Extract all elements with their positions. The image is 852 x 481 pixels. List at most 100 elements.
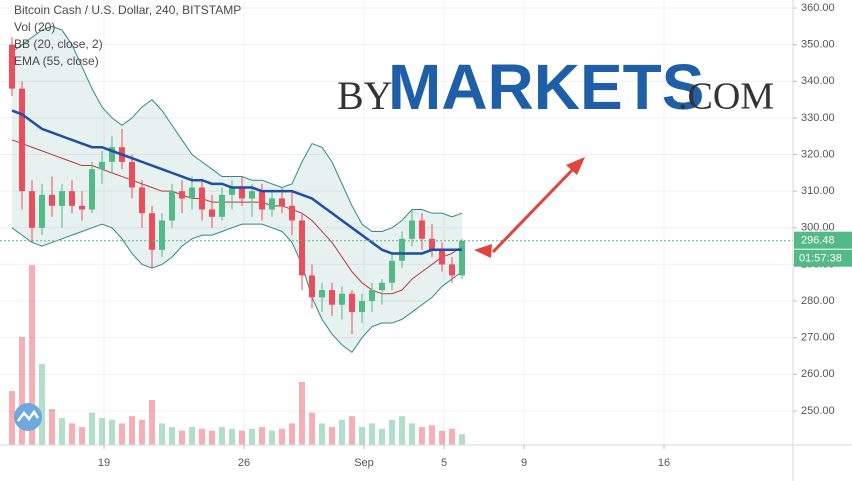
candle-body bbox=[219, 194, 225, 217]
candle-body bbox=[429, 238, 435, 250]
volume-bar bbox=[329, 427, 335, 445]
volume-bar bbox=[249, 428, 255, 445]
candle-body bbox=[139, 187, 145, 214]
last-price-box bbox=[794, 231, 852, 249]
candle-body bbox=[449, 264, 455, 276]
annotation-arrow bbox=[474, 157, 585, 258]
volume-bar bbox=[319, 423, 325, 445]
candle-body bbox=[189, 187, 195, 199]
volume-bar bbox=[179, 430, 185, 445]
candle-body bbox=[59, 191, 65, 206]
candle-body bbox=[69, 191, 75, 206]
candle-body bbox=[299, 220, 305, 276]
volume-bar bbox=[339, 419, 345, 445]
candle-body bbox=[239, 187, 245, 199]
logo-mark[interactable] bbox=[17, 409, 40, 422]
y-tick-label: 340.00 bbox=[801, 75, 835, 87]
volume-bar bbox=[299, 382, 305, 445]
volume-bar bbox=[209, 430, 215, 445]
candle-body bbox=[149, 213, 155, 250]
volume-bar bbox=[239, 430, 245, 445]
candle-body bbox=[459, 240, 465, 276]
candle-body bbox=[439, 249, 445, 265]
y-tick-label: 270.00 bbox=[801, 332, 835, 344]
volume-bar bbox=[389, 419, 395, 445]
legend-item[interactable]: Vol (20) bbox=[14, 20, 55, 34]
candle-body bbox=[269, 198, 275, 210]
candle-body bbox=[289, 205, 295, 221]
candle-body bbox=[419, 220, 425, 239]
logo[interactable] bbox=[14, 403, 42, 431]
volume-bar bbox=[379, 428, 385, 445]
y-tick-label: 350.00 bbox=[801, 39, 835, 51]
candle-body bbox=[319, 290, 325, 298]
legend-item[interactable]: EMA (55, close) bbox=[14, 54, 99, 68]
legend-item[interactable]: BB (20, close, 2) bbox=[14, 37, 103, 51]
volume-bar bbox=[149, 400, 155, 445]
volume-bar bbox=[399, 416, 405, 445]
volume-bar bbox=[159, 423, 165, 445]
candle-body bbox=[169, 191, 175, 221]
y-tick-label: 280.00 bbox=[801, 295, 835, 307]
candle-body bbox=[359, 301, 365, 313]
volume-bar bbox=[359, 427, 365, 445]
volume-bar bbox=[309, 412, 315, 445]
candle-body bbox=[109, 147, 115, 162]
watermark-main: MARKETS bbox=[388, 51, 704, 123]
volume-bar bbox=[89, 412, 95, 445]
x-tick-label: 26 bbox=[238, 457, 250, 469]
volume-bar bbox=[269, 430, 275, 445]
x-tick-label: Sep bbox=[354, 457, 374, 469]
volume-bar bbox=[9, 391, 15, 445]
bb-lower bbox=[11, 223, 463, 354]
chart-title: Bitcoin Cash / U.S. Dollar, 240, BITSTAM… bbox=[14, 3, 241, 17]
arrow-line bbox=[491, 162, 580, 254]
y-tick-label: 320.00 bbox=[801, 148, 835, 160]
candle-body bbox=[129, 161, 135, 188]
volume-bar bbox=[19, 337, 25, 445]
volume-bar bbox=[409, 423, 415, 445]
countdown-label: 01:57:38 bbox=[799, 253, 842, 265]
volume-bar bbox=[229, 428, 235, 445]
x-tick-label: 5 bbox=[441, 457, 447, 469]
watermark-by: BY bbox=[337, 73, 393, 118]
candle-body bbox=[349, 293, 355, 313]
candle-body bbox=[39, 194, 45, 228]
bb-basis bbox=[11, 139, 463, 295]
volume-bar bbox=[29, 265, 35, 445]
volume-bar bbox=[59, 418, 65, 445]
candle-body bbox=[389, 260, 395, 283]
volume-bar bbox=[139, 419, 145, 445]
grid bbox=[0, 0, 793, 445]
y-tick-label: 260.00 bbox=[801, 368, 835, 380]
candle-body bbox=[99, 161, 105, 170]
candle-body bbox=[159, 220, 165, 250]
x-tick-label: 16 bbox=[658, 457, 670, 469]
candle-body bbox=[259, 191, 265, 210]
volume-bar bbox=[39, 364, 45, 445]
candle-body bbox=[29, 191, 35, 228]
candle-body bbox=[89, 169, 95, 210]
candle-body bbox=[339, 293, 345, 305]
volume-bar bbox=[449, 428, 455, 445]
candle-body bbox=[209, 209, 215, 217]
candle-body bbox=[9, 44, 15, 89]
candle-body bbox=[409, 220, 415, 239]
candle-body bbox=[199, 187, 205, 210]
y-tick-label: 300.00 bbox=[801, 222, 835, 234]
candle-body bbox=[379, 282, 385, 291]
volume-bar bbox=[429, 425, 435, 445]
bb-fill bbox=[12, 26, 462, 353]
candle-body bbox=[249, 191, 255, 199]
volume-bar bbox=[369, 423, 375, 445]
volume-bar bbox=[459, 434, 465, 445]
volume-bar bbox=[49, 409, 55, 445]
x-tick-label: 19 bbox=[98, 457, 110, 469]
candle-body bbox=[19, 88, 25, 192]
volume-bar bbox=[419, 427, 425, 445]
y-tick-label: 250.00 bbox=[801, 405, 835, 417]
watermark-suffix: .COM bbox=[678, 76, 774, 118]
y-tick-label: 360.00 bbox=[801, 2, 835, 14]
candle-body bbox=[229, 187, 235, 195]
volume-bar bbox=[169, 427, 175, 445]
